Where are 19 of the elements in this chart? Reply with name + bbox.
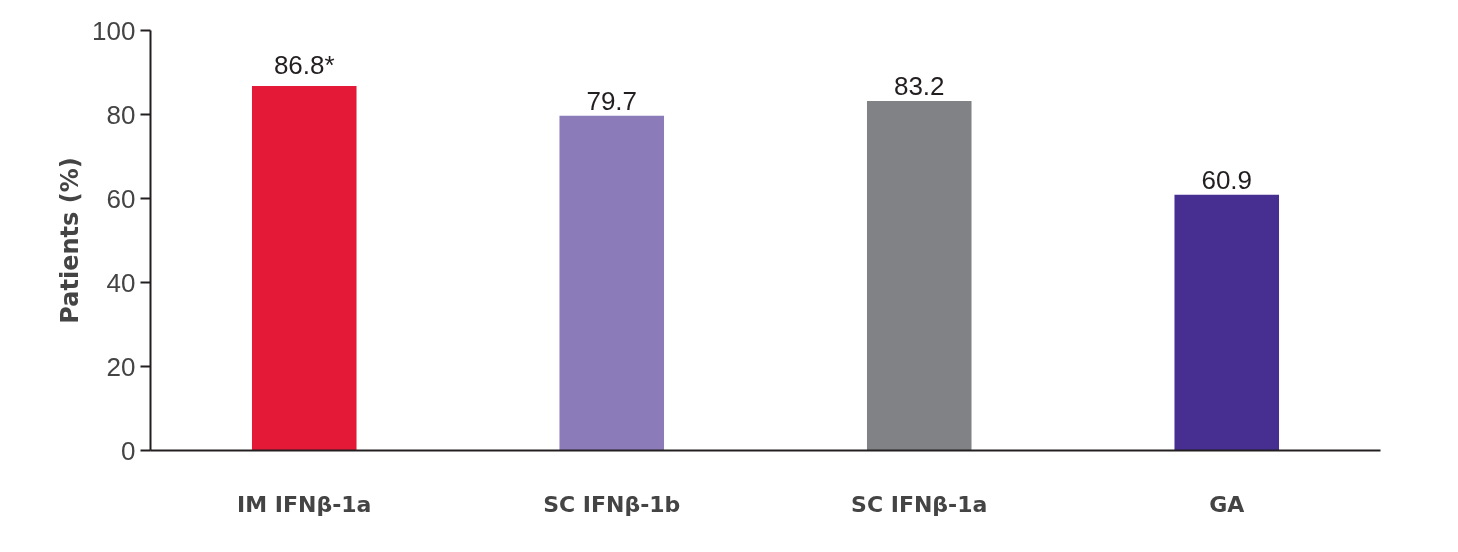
x-tick-label: SC IFNβ-1b — [543, 491, 681, 517]
data-label: 79.7 — [586, 85, 638, 116]
x-tick-label: GA — [1209, 491, 1245, 517]
y-tick-label: 20 — [106, 351, 136, 382]
y-tick-label: 80 — [106, 99, 136, 130]
y-tick-label: 60 — [106, 183, 136, 214]
bar — [1174, 194, 1280, 451]
data-label: 60.9 — [1201, 164, 1253, 195]
bar — [866, 101, 972, 451]
x-tick-label: SC IFNβ-1a — [851, 491, 988, 517]
y-axis-title: Patients (%) — [56, 157, 85, 324]
y-tick-label: 40 — [106, 267, 136, 298]
y-tick-label: 100 — [92, 15, 136, 46]
bar — [559, 115, 665, 451]
y-tick-label: 0 — [121, 435, 136, 466]
data-label: 83.2 — [893, 71, 945, 102]
x-tick-label: IM IFNβ-1a — [237, 491, 372, 517]
data-label: 86.8* — [273, 49, 335, 80]
bar — [251, 85, 357, 451]
